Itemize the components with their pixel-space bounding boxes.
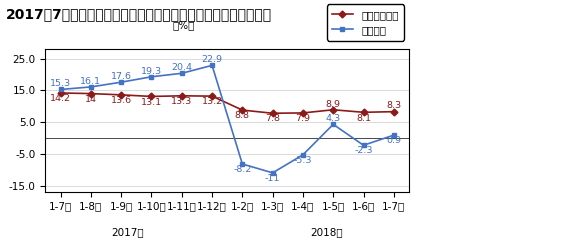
利润总额 [360, 144, 367, 147]
Text: 13.6: 13.6 [111, 96, 132, 105]
利润总额 [208, 64, 215, 67]
主营业务收入 [360, 111, 367, 114]
Text: 13.3: 13.3 [171, 97, 193, 106]
利润总额 [299, 153, 306, 156]
Text: 20.4: 20.4 [172, 63, 192, 72]
主营业务收入 [178, 94, 185, 97]
利润总额 [239, 163, 246, 166]
Text: 13.2: 13.2 [202, 97, 223, 106]
Text: -11: -11 [265, 174, 281, 183]
Text: 8.1: 8.1 [356, 113, 371, 123]
主营业务收入 [57, 92, 64, 94]
Legend: 主营业务收入, 利润总额: 主营业务收入, 利润总额 [327, 4, 404, 41]
Text: 2017年: 2017年 [112, 227, 144, 237]
Line: 利润总额: 利润总额 [58, 63, 396, 175]
主营业务收入 [208, 95, 215, 98]
主营业务收入 [299, 111, 306, 114]
Text: 14: 14 [85, 95, 97, 104]
利润总额 [330, 123, 337, 126]
主营业务收入 [390, 110, 397, 113]
主营业务收入 [269, 112, 276, 115]
利润总额 [148, 75, 155, 78]
Text: 16.1: 16.1 [81, 77, 101, 86]
Text: -8.2: -8.2 [233, 165, 252, 174]
Text: 0.9: 0.9 [386, 136, 402, 145]
Text: 2018年: 2018年 [310, 227, 343, 237]
主营业务收入 [239, 108, 246, 111]
Text: 13.1: 13.1 [141, 98, 162, 107]
Line: 主营业务收入: 主营业务收入 [58, 91, 396, 116]
利润总额 [269, 171, 276, 174]
利润总额 [118, 81, 124, 84]
Text: 7.8: 7.8 [265, 114, 280, 123]
Text: 8.9: 8.9 [325, 100, 341, 108]
Text: 14.2: 14.2 [50, 94, 71, 103]
利润总额 [87, 85, 94, 88]
利润总额 [178, 72, 185, 75]
Text: 19.3: 19.3 [141, 67, 162, 76]
Text: 2017年7月以来电子信息制造业主营业务收入、利润增速变动情况: 2017年7月以来电子信息制造业主营业务收入、利润增速变动情况 [6, 7, 272, 21]
Text: -2.3: -2.3 [354, 146, 373, 155]
Text: -5.3: -5.3 [294, 156, 312, 165]
主营业务收入 [118, 93, 124, 96]
主营业务收入 [87, 92, 94, 95]
Text: （%）: （%） [173, 21, 195, 31]
Text: 8.3: 8.3 [386, 101, 402, 110]
Text: 17.6: 17.6 [111, 72, 132, 81]
主营业务收入 [148, 95, 155, 98]
利润总额 [57, 88, 64, 91]
Text: 4.3: 4.3 [325, 114, 341, 123]
Text: 8.8: 8.8 [235, 111, 250, 120]
主营业务收入 [330, 108, 337, 111]
Text: 15.3: 15.3 [50, 79, 71, 88]
Text: 7.9: 7.9 [295, 114, 311, 123]
Text: 22.9: 22.9 [202, 55, 223, 64]
利润总额 [390, 134, 397, 137]
